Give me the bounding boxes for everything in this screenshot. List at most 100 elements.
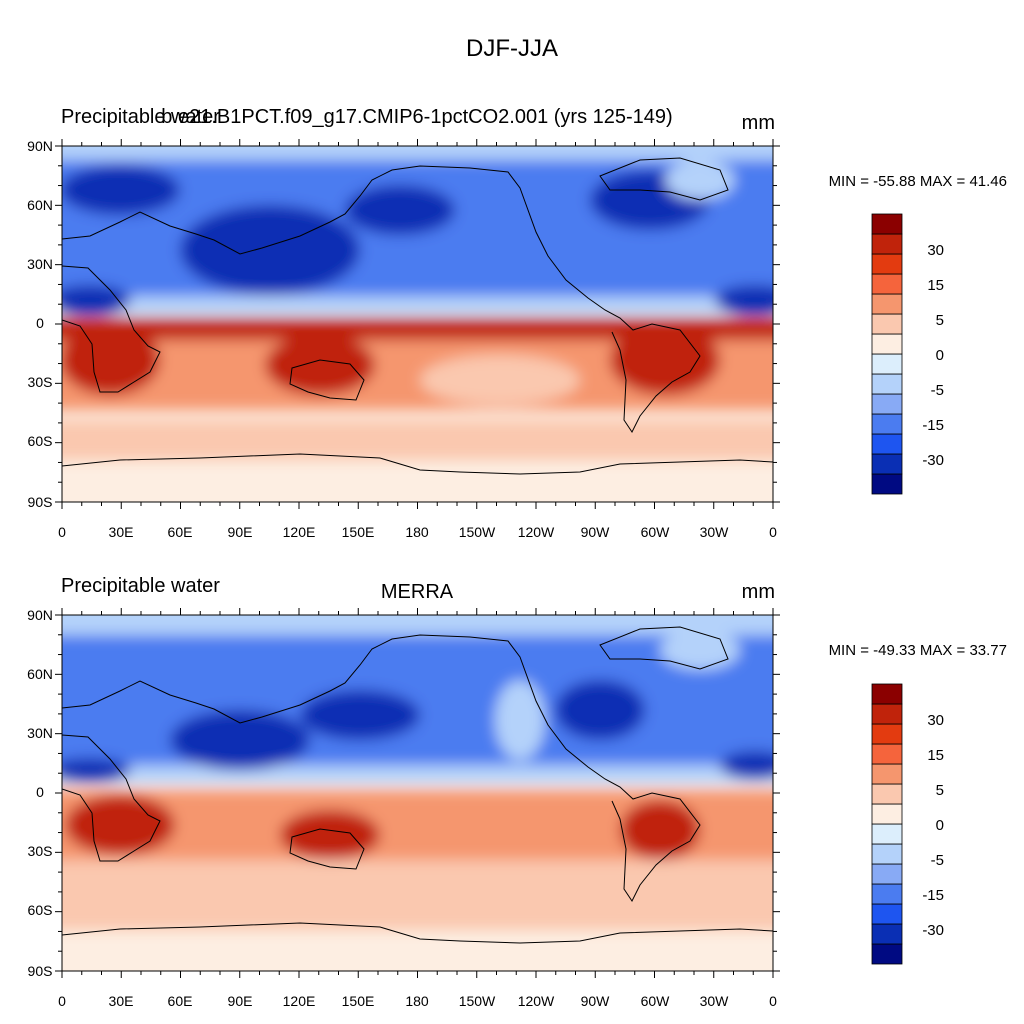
figure-title: DJF-JJA: [466, 35, 558, 62]
colorbar-label: -5: [931, 382, 944, 399]
lon-label: 90W: [581, 993, 611, 1009]
lon-label: 90E: [228, 993, 253, 1009]
colorbar-swatch: [871, 473, 903, 495]
lon-label: 0: [58, 524, 66, 540]
colorbar-swatch: [871, 293, 903, 315]
latitude-axis: 90N 60N 30N 0 30S 60S 90S: [27, 607, 53, 979]
lon-label: 90W: [581, 524, 611, 540]
colorbar: 30 15 5 0 -5 -15 -30: [871, 213, 944, 495]
lat-label: 30S: [28, 843, 53, 859]
panel-model: Precipitable water b.e21.B1PCT.f09_g17.C…: [27, 106, 1007, 540]
colorbar-swatch: [871, 433, 903, 455]
lat-label: 60N: [27, 197, 53, 213]
colorbar-swatch: [871, 413, 903, 435]
colorbar-swatch: [871, 943, 903, 965]
axis-ticks: [55, 608, 780, 978]
colorbar-swatch: [871, 903, 903, 925]
lat-label: 90S: [28, 963, 53, 979]
lat-label: 90N: [27, 607, 53, 623]
lat-label: 60S: [28, 902, 53, 918]
axis-ticks: [55, 139, 780, 509]
lat-label: 30S: [28, 374, 53, 390]
lat-label: 0: [36, 784, 44, 800]
lat-label: 60S: [28, 433, 53, 449]
lon-label: 30W: [700, 993, 730, 1009]
colorbar: 30 15 5 0 -5 -15 -30: [871, 683, 944, 965]
lat-label: 0: [36, 315, 44, 331]
panel-units: mm: [742, 112, 775, 134]
latitude-axis: 90N 60N 30N 0 30S 60S 90S: [27, 138, 53, 510]
colorbar-swatch: [871, 863, 903, 885]
colorbar-swatch: [871, 453, 903, 475]
colorbar-label: 5: [936, 312, 944, 329]
contour-field: [62, 615, 773, 971]
colorbar-swatch: [871, 373, 903, 395]
colorbar-swatch: [871, 273, 903, 295]
panel-center-title: MERRA: [381, 581, 454, 603]
colorbar-swatch: [871, 783, 903, 805]
colorbar-label: -15: [922, 417, 944, 434]
colorbar-label: 30: [927, 242, 944, 259]
colorbar-label: -30: [922, 452, 944, 469]
colorbar-swatch: [871, 213, 903, 235]
lon-label: 120W: [518, 524, 555, 540]
lon-label: 120E: [283, 993, 316, 1009]
lon-label: 120W: [518, 993, 555, 1009]
lon-label: 150W: [459, 524, 496, 540]
lon-label: 60W: [641, 524, 671, 540]
lon-label: 90E: [228, 524, 253, 540]
panel-units: mm: [742, 581, 775, 603]
lon-label: 150E: [342, 524, 375, 540]
lon-label: 150E: [342, 993, 375, 1009]
colorbar-label: -5: [931, 852, 944, 869]
lon-label: 180: [405, 524, 429, 540]
longitude-axis: 0 30E 60E 90E 120E 150E 180 150W 120W 90…: [58, 524, 777, 540]
colorbar-swatch: [871, 883, 903, 905]
colorbar-swatch: [871, 683, 903, 705]
lon-label: 30W: [700, 524, 730, 540]
panel-stats: MIN = -55.88 MAX = 41.46: [829, 173, 1007, 190]
lon-label: 0: [769, 524, 777, 540]
colorbar-swatch: [871, 763, 903, 785]
colorbar-swatch: [871, 353, 903, 375]
colorbar-label: 30: [927, 712, 944, 729]
colorbar-swatch: [871, 743, 903, 765]
colorbar-label: 0: [936, 817, 944, 834]
longitude-axis: 0 30E 60E 90E 120E 150E 180 150W 120W 90…: [58, 993, 777, 1009]
colorbar-label: 15: [927, 747, 944, 764]
colorbar-swatch: [871, 233, 903, 255]
lon-label: 30E: [109, 524, 134, 540]
lon-label: 0: [769, 993, 777, 1009]
colorbar-swatch: [871, 923, 903, 945]
lat-label: 90N: [27, 138, 53, 154]
lon-label: 30E: [109, 993, 134, 1009]
colorbar-swatch: [871, 823, 903, 845]
colorbar-swatch: [871, 703, 903, 725]
colorbar-label: 15: [927, 277, 944, 294]
colorbar-swatch: [871, 393, 903, 415]
panel-reanalysis: Precipitable water MERRA mm MIN = -49.33…: [27, 575, 1007, 1009]
colorbar-swatch: [871, 723, 903, 745]
lat-label: 90S: [28, 494, 53, 510]
colorbar-swatch: [871, 253, 903, 275]
colorbar-label: -15: [922, 887, 944, 904]
panel-stats: MIN = -49.33 MAX = 33.77: [829, 642, 1007, 659]
lon-label: 60W: [641, 993, 671, 1009]
colorbar-label: 0: [936, 347, 944, 364]
colorbar-label: 5: [936, 782, 944, 799]
lon-label: 150W: [459, 993, 496, 1009]
lon-label: 0: [58, 993, 66, 1009]
panel-left-title: Precipitable water: [61, 106, 220, 128]
lat-label: 60N: [27, 666, 53, 682]
lon-label: 60E: [168, 524, 193, 540]
lon-label: 180: [405, 993, 429, 1009]
panel-left-title: Precipitable water: [61, 575, 220, 597]
lon-label: 120E: [283, 524, 316, 540]
colorbar-swatch: [871, 803, 903, 825]
colorbar-swatch: [871, 333, 903, 355]
panel-center-title: b.e21.B1PCT.f09_g17.CMIP6-1pctCO2.001 (y…: [161, 106, 672, 128]
contour-field: [62, 146, 773, 502]
lat-label: 30N: [27, 725, 53, 741]
colorbar-swatch: [871, 313, 903, 335]
